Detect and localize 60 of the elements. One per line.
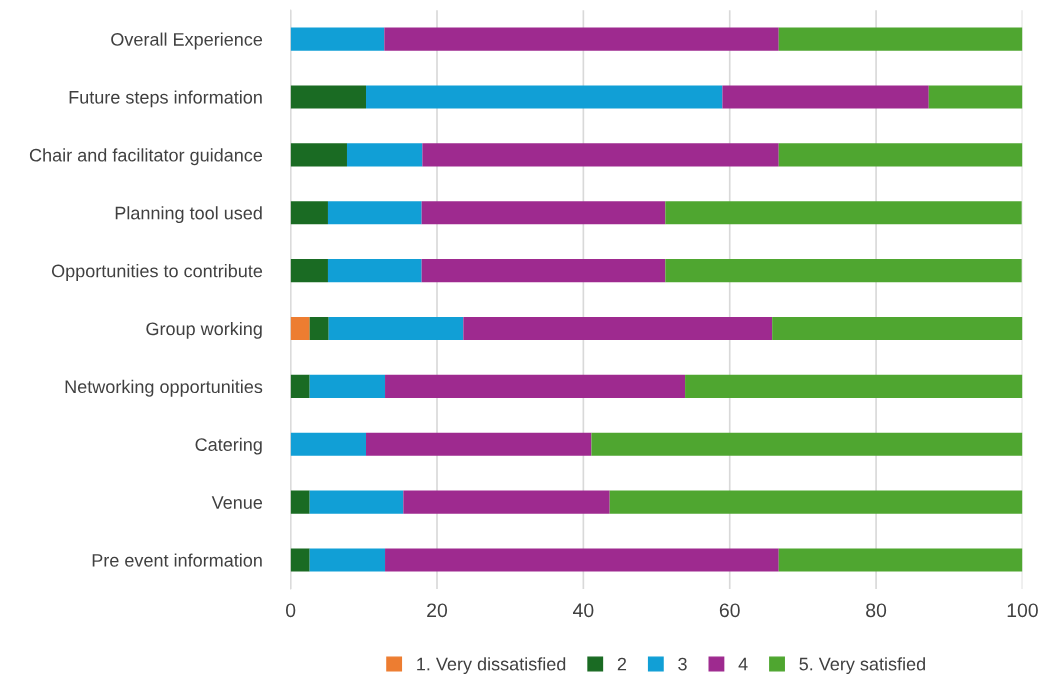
bar bbox=[778, 27, 1023, 51]
x-tick-label: 100 bbox=[1007, 603, 1038, 618]
bar bbox=[685, 374, 1023, 398]
bar bbox=[327, 201, 422, 225]
bar bbox=[385, 374, 686, 398]
legend-label: 4 bbox=[738, 657, 748, 671]
bar bbox=[778, 548, 1023, 572]
y-tick-label: Opportunities to contribute bbox=[51, 264, 263, 281]
x-tick-label: 60 bbox=[719, 603, 740, 618]
bar bbox=[290, 316, 310, 341]
y-tick-label: Overall Experience bbox=[111, 32, 263, 50]
bar bbox=[290, 85, 367, 109]
bar bbox=[421, 259, 666, 283]
bar bbox=[366, 85, 723, 109]
y-tick-label: Chair and facilitator guidance bbox=[29, 148, 263, 166]
y-tick-label: Group working bbox=[146, 321, 262, 339]
bar bbox=[290, 259, 328, 283]
bar bbox=[778, 143, 1023, 167]
x-tick-label: 20 bbox=[427, 603, 448, 618]
bar bbox=[309, 316, 329, 341]
y-tick-label: Pre event information bbox=[92, 553, 262, 567]
bar bbox=[346, 143, 423, 167]
bar bbox=[309, 490, 404, 514]
y-tick-label: Planning tool used bbox=[115, 206, 262, 224]
bar bbox=[290, 548, 310, 572]
bar bbox=[290, 143, 347, 167]
x-tick-label: 80 bbox=[866, 603, 887, 618]
x-tick-label: 40 bbox=[572, 603, 594, 618]
legend-label: 2 bbox=[617, 657, 627, 671]
bar bbox=[309, 548, 386, 572]
y-tick-label: Catering bbox=[195, 437, 262, 455]
legend-label: 5. Very satisfied bbox=[799, 657, 925, 675]
y-tick-label: Networking opportunities bbox=[65, 379, 263, 397]
bar bbox=[665, 259, 1022, 283]
bar bbox=[928, 85, 1023, 109]
bar bbox=[722, 85, 929, 109]
legend-label: 3 bbox=[678, 657, 687, 671]
bar bbox=[384, 27, 779, 51]
bar bbox=[328, 316, 464, 341]
bar bbox=[463, 316, 773, 341]
bar bbox=[290, 27, 385, 51]
bar bbox=[403, 490, 610, 514]
bar bbox=[309, 374, 386, 398]
bar bbox=[366, 432, 592, 456]
legend-label: 1. Very dissatisfied bbox=[417, 657, 566, 675]
bar bbox=[327, 259, 422, 283]
bar bbox=[609, 490, 1023, 514]
bar bbox=[422, 143, 779, 167]
bar bbox=[772, 316, 1023, 341]
bar bbox=[591, 432, 1023, 456]
bar bbox=[290, 374, 310, 398]
x-tick-label: 0 bbox=[285, 603, 296, 618]
y-tick-label: Venue bbox=[211, 496, 263, 509]
bar bbox=[290, 490, 310, 514]
y-tick-label: Future steps information bbox=[69, 90, 262, 108]
bar bbox=[421, 201, 666, 225]
bar bbox=[290, 432, 367, 456]
bar bbox=[385, 548, 779, 572]
bar bbox=[290, 201, 328, 225]
bar bbox=[665, 201, 1022, 225]
